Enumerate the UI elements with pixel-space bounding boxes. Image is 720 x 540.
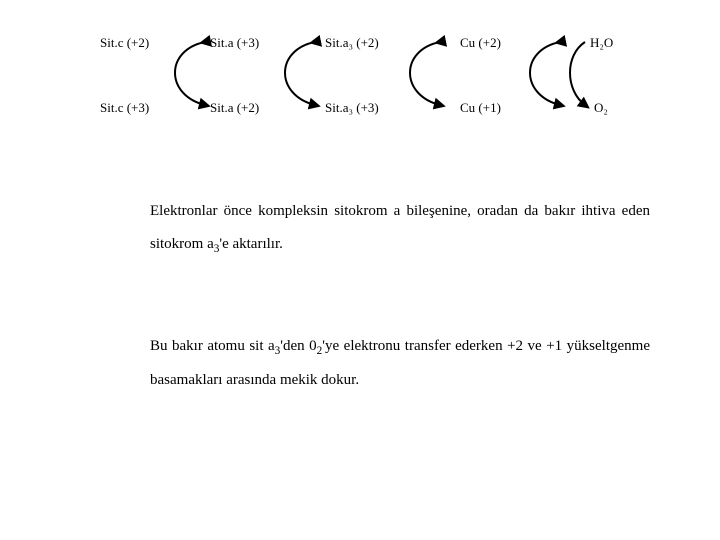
node-sita33: Sit.a₃ (+3) <box>325 100 379 116</box>
arc-1 <box>155 30 215 120</box>
node-sita32: Sit.a₃ (+2) <box>325 35 379 51</box>
arc-5 <box>560 30 610 120</box>
arc-2 <box>265 30 325 120</box>
node-sita3a: Sit.a (+3) <box>210 35 259 51</box>
paragraph-1: Elektronlar önce kompleksin sitokrom a b… <box>150 195 650 262</box>
electron-transfer-diagram: Sit.c (+2) Sit.c (+3) Sit.a (+3) Sit.a (… <box>100 30 660 150</box>
node-sitc2: Sit.c (+2) <box>100 35 149 51</box>
paragraph-2: Bu bakır atomu sit a3'den 02'ye elektron… <box>150 330 650 397</box>
node-cu2: Cu (+2) <box>460 35 501 51</box>
node-cu1: Cu (+1) <box>460 100 501 116</box>
arc-3 <box>390 30 450 120</box>
node-sitc3: Sit.c (+3) <box>100 100 149 116</box>
node-sita2a: Sit.a (+2) <box>210 100 259 116</box>
